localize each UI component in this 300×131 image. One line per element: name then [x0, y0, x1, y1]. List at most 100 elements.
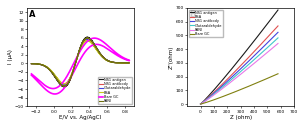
Y-axis label: Z''(ohm): Z''(ohm): [169, 45, 174, 69]
Glutaraldehyde: [255, 56, 259, 58]
Glutaraldehyde: [94, 48, 98, 50]
PANI: [276, 43, 280, 44]
NS1 antibody: [80, 43, 84, 45]
PANI: [199, 103, 202, 105]
Glutaraldehyde: [255, 57, 258, 58]
Bare GC: [110, 51, 113, 53]
Bare GC: [224, 95, 228, 96]
BSA: [208, 95, 212, 97]
Bare GC: [276, 73, 280, 75]
Bare GC: [208, 100, 212, 102]
Bare GC: [78, 60, 81, 61]
BSA: [30, 63, 33, 64]
PANI: [224, 85, 228, 87]
PANI: [255, 60, 259, 62]
PANI: [62, 85, 66, 87]
BSA: [30, 63, 33, 64]
X-axis label: Z (ohm): Z (ohm): [230, 115, 252, 120]
NS1 antigen: [199, 103, 202, 105]
X-axis label: E/V vs. Ag/AgCl: E/V vs. Ag/AgCl: [59, 115, 101, 120]
Bare GC: [255, 82, 258, 84]
Bare GC: [199, 103, 202, 105]
BSA: [255, 48, 258, 50]
PANI: [64, 85, 68, 86]
Bare GC: [80, 47, 84, 49]
PANI: [78, 49, 81, 51]
NS1 antibody: [62, 85, 66, 86]
NS1 antibody: [248, 60, 251, 61]
NS1 antibody: [255, 53, 258, 54]
Bare GC: [94, 44, 98, 45]
Bare GC: [119, 55, 122, 57]
NS1 antigen: [248, 46, 251, 48]
Bare GC: [53, 93, 56, 95]
PANI: [230, 81, 233, 83]
Bare GC: [92, 37, 96, 39]
NS1 antibody: [119, 62, 122, 64]
BSA: [77, 51, 81, 53]
Line: NS1 antibody: NS1 antibody: [200, 32, 278, 104]
Text: A: A: [29, 10, 36, 19]
BSA: [276, 25, 280, 27]
NS1 antigen: [224, 75, 228, 77]
Glutaraldehyde: [199, 103, 202, 105]
BSA: [62, 83, 66, 84]
Bare GC: [30, 73, 33, 75]
NS1 antibody: [255, 52, 259, 54]
Line: PANI: PANI: [200, 43, 278, 104]
PANI: [85, 37, 89, 39]
NS1 antibody: [64, 84, 68, 86]
PANI: [80, 43, 84, 45]
NS1 antigen: [230, 69, 233, 70]
BSA: [110, 61, 113, 63]
BSA: [119, 62, 123, 64]
BSA: [224, 80, 228, 82]
Line: Bare GC: Bare GC: [32, 38, 129, 94]
Text: B: B: [189, 10, 196, 19]
Line: BSA: BSA: [32, 41, 129, 84]
NS1 antigen: [110, 61, 113, 63]
Glutaraldehyde: [119, 62, 122, 64]
NS1 antibody: [276, 32, 280, 33]
NS1 antigen: [85, 36, 89, 38]
NS1 antigen: [208, 94, 212, 95]
NS1 antibody: [30, 63, 33, 64]
PANI: [30, 63, 33, 64]
Y-axis label: I (μA): I (μA): [8, 50, 13, 64]
NS1 antigen: [276, 9, 280, 11]
NS1 antigen: [78, 49, 81, 50]
PANI: [248, 67, 251, 68]
Bare GC: [255, 82, 259, 84]
Line: NS1 antigen: NS1 antigen: [32, 37, 129, 87]
NS1 antigen: [30, 63, 33, 64]
Line: BSA: BSA: [200, 26, 278, 104]
NS1 antibody: [94, 47, 98, 49]
PANI: [208, 97, 212, 99]
PANI: [30, 63, 33, 64]
NS1 antigen: [64, 85, 68, 87]
BSA: [85, 40, 89, 41]
NS1 antibody: [224, 82, 228, 83]
Bare GC: [30, 74, 33, 76]
Glutaraldehyde: [224, 84, 228, 85]
PANI: [255, 61, 258, 62]
Glutaraldehyde: [276, 37, 280, 39]
Line: Glutaraldehyde: Glutaraldehyde: [200, 38, 278, 104]
BSA: [230, 75, 233, 76]
PANI: [119, 62, 122, 64]
NS1 antigen: [62, 86, 66, 88]
Glutaraldehyde: [110, 61, 113, 63]
Glutaraldehyde: [208, 97, 212, 98]
Glutaraldehyde: [30, 63, 33, 64]
Glutaraldehyde: [62, 84, 66, 85]
PANI: [94, 47, 98, 49]
Glutaraldehyde: [64, 83, 68, 85]
NS1 antibody: [30, 63, 33, 64]
Glutaraldehyde: [80, 45, 84, 46]
NS1 antibody: [110, 61, 113, 63]
BSA: [199, 103, 202, 105]
NS1 antigen: [119, 62, 122, 64]
Legend: NS1 antigen, BSA, NS1 antibody, Glutaraldehyde, PANI, Bare GC: NS1 antigen, BSA, NS1 antibody, Glutaral…: [189, 10, 223, 37]
NS1 antibody: [85, 38, 89, 39]
Glutaraldehyde: [85, 39, 89, 41]
